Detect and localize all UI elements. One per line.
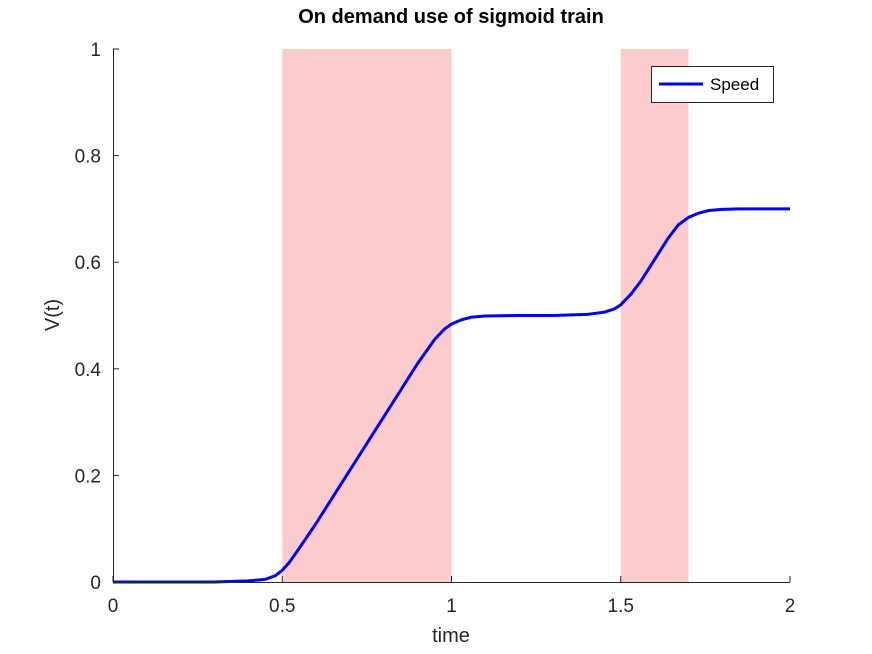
y-tick-label: 0.2	[75, 466, 101, 487]
legend: Speed	[651, 66, 774, 103]
y-tick-label: 1	[90, 40, 101, 61]
y-axis-label: V(t)	[42, 299, 64, 331]
x-tick-label: 1.5	[608, 596, 634, 617]
series-line-speed	[113, 207, 790, 584]
ticks: 0 0.5 1 1.5 2 0 0.2 0.4 0.6 0.8 1	[75, 40, 796, 617]
shaded-region-2	[620, 49, 689, 582]
y-tick-label: 0.8	[75, 147, 101, 168]
x-axis-label: time	[432, 625, 470, 647]
y-tick-label: 0.4	[75, 360, 102, 381]
shaded-regions	[282, 49, 689, 582]
x-tick-label: 2	[785, 596, 796, 617]
x-tick-label: 1	[446, 596, 457, 617]
shaded-region-1	[282, 49, 452, 582]
x-tick-label: 0.5	[269, 596, 295, 617]
legend-label-speed: Speed	[710, 75, 759, 94]
y-tick-label: 0.6	[75, 253, 101, 274]
plot-area-series	[113, 207, 790, 584]
axes	[113, 49, 790, 583]
y-tick-label: 0	[90, 573, 101, 594]
x-tick-label: 0	[108, 596, 119, 617]
chart-title: On demand use of sigmoid train	[298, 6, 604, 28]
